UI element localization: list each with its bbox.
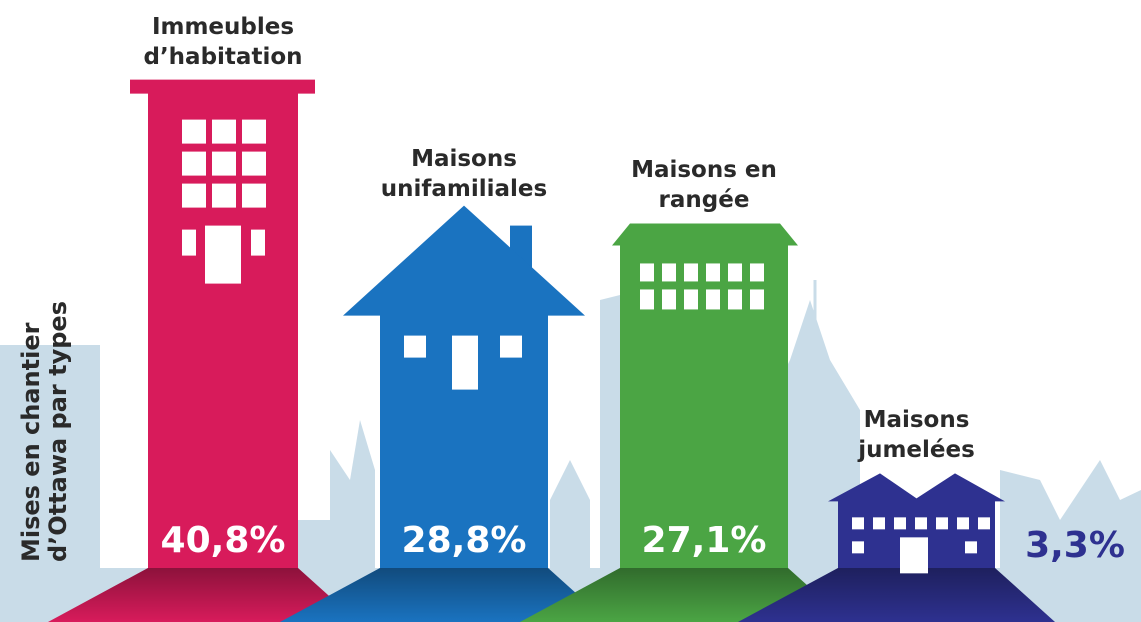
window	[640, 263, 654, 281]
value-label: 40,8%	[123, 520, 323, 561]
window	[500, 336, 522, 358]
window	[662, 263, 676, 281]
category-label: Maisons unifamiliales	[364, 144, 564, 204]
window	[212, 120, 236, 144]
category-label: Immeubles d’habitation	[123, 12, 323, 72]
window	[182, 152, 206, 176]
window	[728, 289, 742, 309]
window	[640, 289, 654, 309]
window	[852, 517, 864, 529]
window	[212, 152, 236, 176]
window	[915, 517, 927, 529]
window	[205, 226, 241, 284]
window	[852, 541, 864, 553]
category-label: Maisons jumelées	[817, 405, 1017, 465]
window	[957, 517, 969, 529]
window	[684, 263, 698, 281]
window	[182, 120, 206, 144]
value-label: 28,8%	[364, 520, 564, 561]
window	[900, 537, 928, 573]
value-label: 3,3%	[975, 525, 1141, 566]
window	[242, 120, 266, 144]
window	[750, 289, 764, 309]
window	[662, 289, 676, 309]
window	[404, 336, 426, 358]
window	[706, 263, 720, 281]
category-label: Maisons en rangée	[604, 155, 804, 215]
chart-title: Mises en chantier d’Ottawa par types	[18, 262, 72, 562]
window	[936, 517, 948, 529]
window	[728, 263, 742, 281]
window	[684, 289, 698, 309]
window	[452, 336, 478, 390]
window	[894, 517, 906, 529]
window	[242, 152, 266, 176]
window	[750, 263, 764, 281]
infographic: Mises en chantier d’Ottawa par types Imm…	[0, 0, 1141, 622]
window	[242, 184, 266, 208]
window	[182, 230, 196, 256]
value-label: 27,1%	[604, 520, 804, 561]
building	[612, 223, 798, 568]
window	[251, 230, 265, 256]
window	[212, 184, 236, 208]
window	[873, 517, 885, 529]
window	[706, 289, 720, 309]
window	[182, 184, 206, 208]
